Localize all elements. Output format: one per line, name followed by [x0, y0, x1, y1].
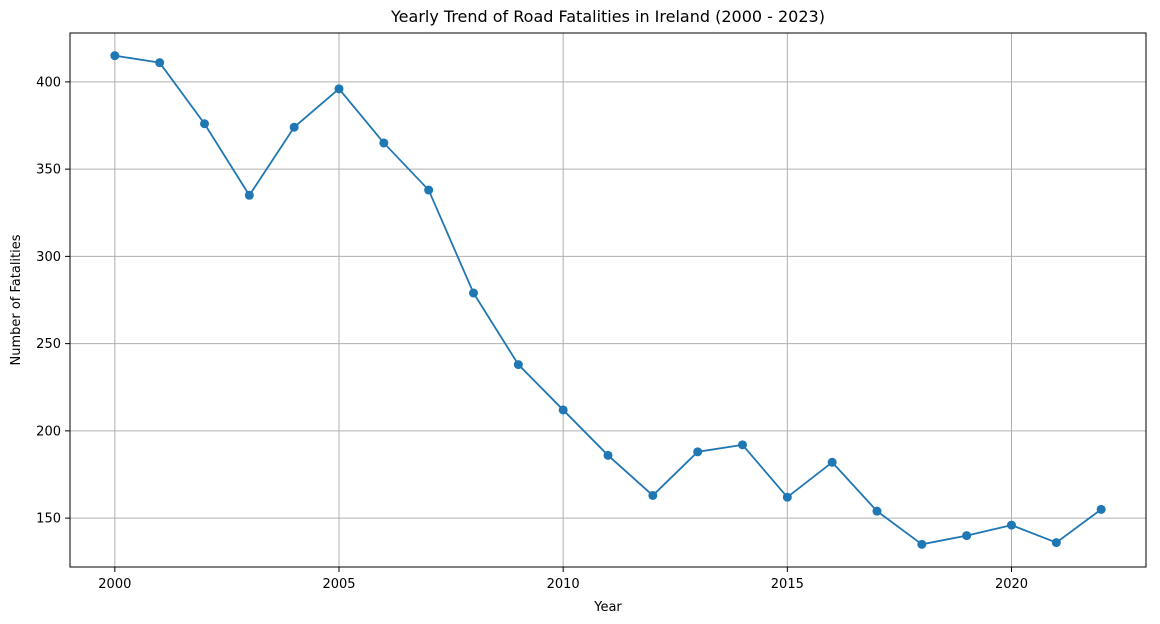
x-tick-label: 2010 [547, 577, 580, 592]
y-axis-label: Number of Fatalities [9, 234, 24, 365]
y-tick-label: 150 [36, 512, 61, 527]
y-tick-label: 300 [36, 250, 61, 265]
data-point [200, 119, 209, 129]
data-point [469, 288, 478, 298]
series-line [114, 54, 1102, 546]
data-point [1007, 520, 1016, 530]
data-point [513, 360, 523, 370]
data-point [962, 531, 972, 541]
data-point [693, 447, 703, 457]
data-point [603, 450, 613, 460]
data-point [1096, 504, 1106, 514]
data-point [782, 492, 792, 502]
plot-area-frame [69, 32, 1147, 568]
x-tick-label: 2015 [771, 577, 804, 592]
data-point [289, 122, 299, 132]
grid-lines [70, 33, 1146, 567]
data-point [155, 58, 165, 68]
data-point [738, 440, 747, 450]
x-tick-label: 2005 [322, 577, 355, 592]
data-point [558, 405, 568, 415]
series-layer [110, 51, 1106, 549]
y-tick-label: 350 [36, 163, 61, 178]
data-point [827, 457, 837, 467]
data-point [244, 190, 254, 200]
y-tick-label: 400 [36, 75, 61, 90]
y-tick-label: 250 [36, 337, 61, 352]
x-axis-label: Year [593, 600, 622, 615]
data-point [648, 490, 658, 500]
axis-ticks: 2000 2005 2010 2015 2020 150 200 250 300 350 400 [36, 75, 1028, 592]
data-point [379, 138, 389, 148]
chart-title: Yearly Trend of Road Fatalities in Irela… [390, 7, 825, 26]
data-point [1051, 538, 1061, 548]
data-point [334, 84, 344, 94]
data-point [424, 185, 434, 195]
data-point [872, 506, 882, 516]
x-tick-label: 2020 [995, 577, 1028, 592]
x-tick-label: 2000 [98, 577, 131, 592]
data-point [110, 51, 120, 61]
data-point [917, 539, 927, 549]
y-tick-label: 200 [36, 424, 61, 439]
